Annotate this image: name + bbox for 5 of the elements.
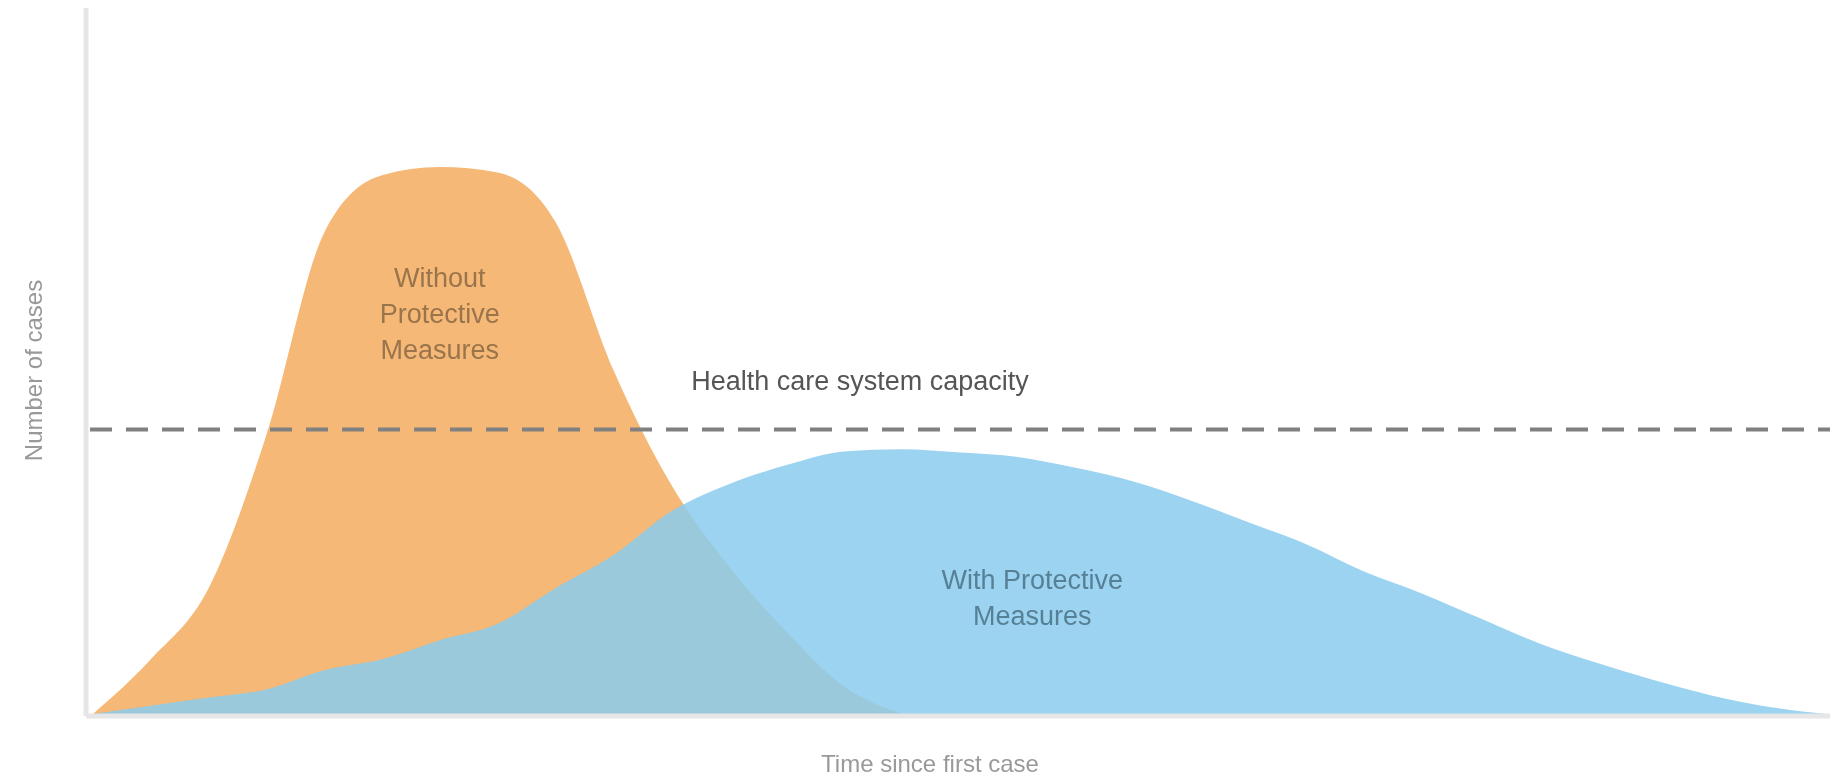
y-axis-title: Number of cases bbox=[20, 279, 47, 462]
series-label: With Protective Measures bbox=[941, 565, 1123, 632]
ref-line-label: Health care system capacity bbox=[691, 365, 1030, 396]
series-label: Without Protective Measures bbox=[379, 263, 500, 365]
x-axis-title: Time since first case bbox=[821, 750, 1039, 777]
